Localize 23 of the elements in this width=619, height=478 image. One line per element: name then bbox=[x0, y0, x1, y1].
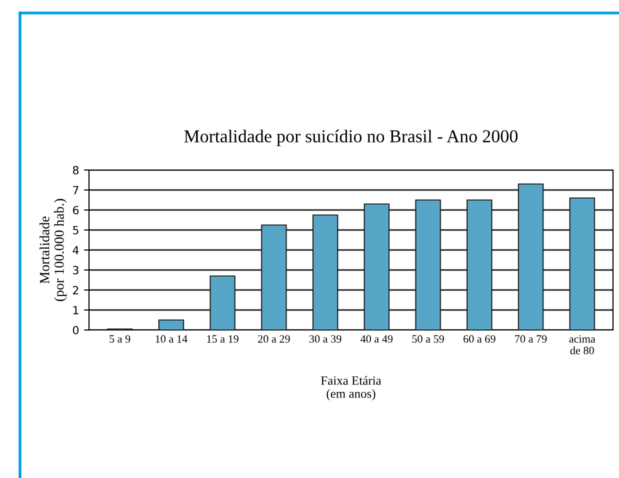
y-tick-label: 2 bbox=[73, 286, 78, 294]
x-tick-label: 10 a 14 bbox=[156, 335, 188, 343]
chart-title: Mortalidade por suicídio no Brasil - Ano 2000 bbox=[184, 130, 518, 146]
y-tick-label: 1 bbox=[73, 306, 78, 314]
x-tick-label: 5 a 9 bbox=[110, 335, 130, 343]
y-tick-label: 8 bbox=[72, 166, 79, 174]
y-tick-label: 0 bbox=[72, 326, 79, 334]
x-tick-label: acima de 80 bbox=[569, 335, 596, 354]
y-tick-label: 5 bbox=[73, 226, 78, 234]
x-tick-label: 70 a 79 bbox=[515, 335, 547, 343]
y-tick-label: 3 bbox=[73, 266, 78, 274]
x-tick-label: 30 a 39 bbox=[309, 335, 342, 343]
x-tick-label: 40 a 49 bbox=[360, 335, 393, 343]
x-tick-label: 15 a 19 bbox=[207, 335, 238, 343]
x-tick-label: 60 a 69 bbox=[464, 335, 496, 343]
y-tick-label: 6 bbox=[72, 206, 79, 214]
x-tick-label: 50 a 59 bbox=[412, 335, 444, 343]
y-tick-label: 7 bbox=[73, 186, 78, 194]
y-axis-title: Mortalidade (por 100.000 hab.) bbox=[40, 198, 67, 302]
x-axis-title: Faixa Etária (em anos) bbox=[320, 376, 382, 400]
x-tick-label: 20 a 29 bbox=[258, 335, 290, 343]
y-tick-label: 4 bbox=[72, 246, 79, 254]
bar bbox=[158, 319, 184, 330]
